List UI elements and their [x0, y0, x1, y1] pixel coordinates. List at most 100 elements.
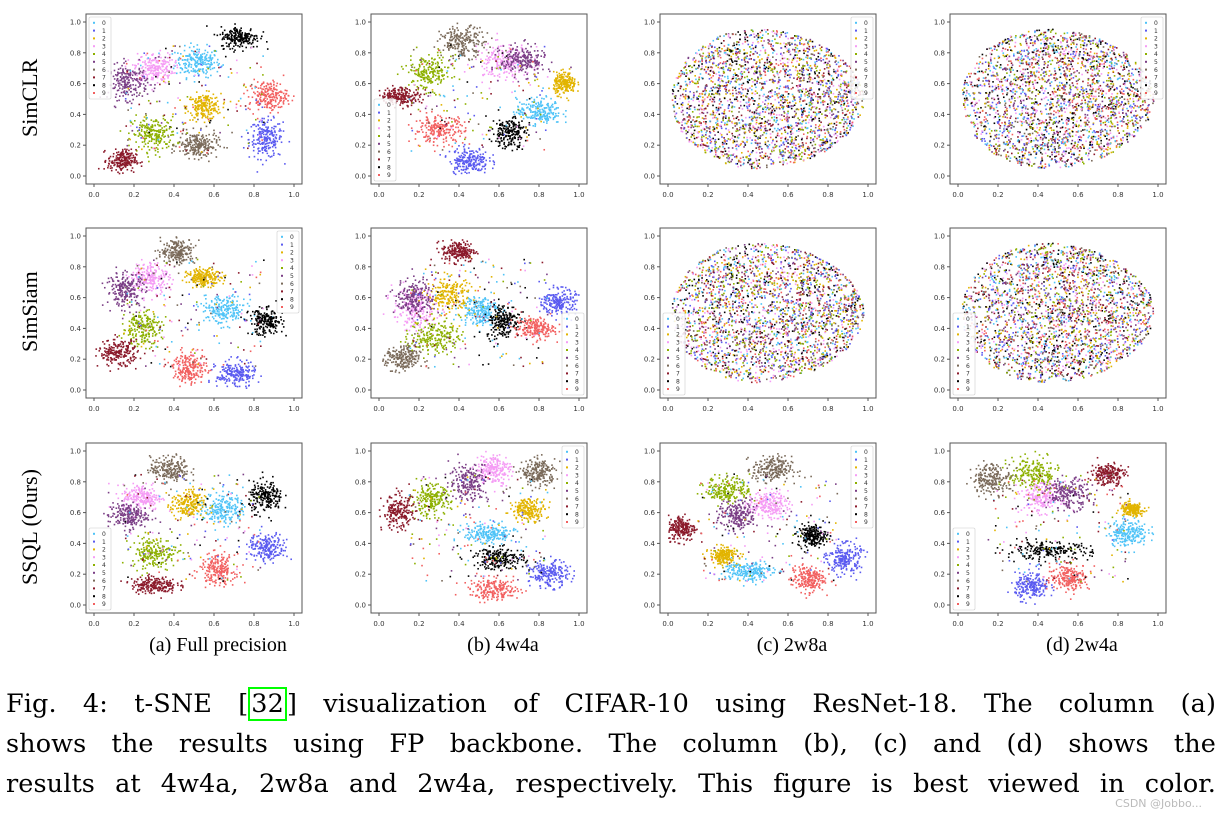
tsne-plot-0-3: 0.0 0.2 0.4 0.6 0.8 1.0 0.0 0.2 0.4 0.6 0.8 1.0 0 1 2 3…	[924, 8, 1174, 204]
svg-text:0: 0	[102, 20, 106, 27]
column-caption-0: (a) Full precision	[98, 634, 338, 657]
svg-text:0.6: 0.6	[644, 80, 656, 88]
svg-text:0.8: 0.8	[355, 49, 366, 57]
tsne-plot-1-3: 0.0 0.2 0.4 0.6 0.8 1.0 0.0 0.2 0.4 0.6 0.8 1.0 0 1 2 3…	[924, 222, 1174, 418]
svg-text:4: 4	[387, 133, 391, 140]
svg-text:0.2: 0.2	[70, 142, 81, 150]
svg-text:0.4: 0.4	[70, 111, 82, 119]
svg-text:0.2: 0.2	[355, 142, 366, 150]
tsne-plot-2-1: 0.0 0.2 0.4 0.6 0.8 1.0 0.0 0.2 0.4 0.6 0.8 1.0 0 1 2 3…	[345, 437, 595, 633]
scatter-points	[378, 22, 580, 176]
scatter-points	[95, 236, 287, 389]
scatter-points	[961, 242, 1155, 383]
legend-box	[850, 445, 874, 529]
legend-box	[952, 527, 976, 611]
scatter-points	[671, 242, 865, 384]
svg-text:1.0: 1.0	[70, 19, 81, 27]
tsne-plot-1-2: 0.0 0.2 0.4 0.6 0.8 1.0 0.0 0.2 0.4 0.6 0.8 1.0 0 1 2 3…	[634, 222, 884, 418]
citation-link[interactable]: 32	[248, 687, 287, 721]
svg-text:1.0: 1.0	[862, 191, 873, 199]
scatter-points	[378, 450, 576, 604]
column-caption-1: (b) 4w4a	[383, 634, 623, 657]
svg-text:0.4: 0.4	[168, 191, 180, 199]
svg-text:0.8: 0.8	[822, 191, 833, 199]
svg-text:7: 7	[102, 75, 106, 82]
scatter-points	[97, 23, 295, 175]
svg-text:0.2: 0.2	[644, 142, 655, 150]
tsne-plot-2-2: 0.0 0.2 0.4 0.6 0.8 1.0 0.0 0.2 0.4 0.6 0.8 1.0 0 1 2 3…	[634, 437, 884, 633]
svg-text:0.8: 0.8	[248, 191, 259, 199]
svg-text:6: 6	[387, 149, 391, 156]
legend-box	[373, 98, 397, 182]
svg-text:2: 2	[387, 118, 391, 125]
svg-text:0: 0	[387, 102, 391, 109]
svg-text:9: 9	[102, 90, 106, 97]
scatter-points	[961, 28, 1155, 169]
watermark: CSDN @Jobbo...	[1115, 797, 1202, 810]
tsne-plot-1-0: 0.0 0.2 0.4 0.6 0.8 1.0 0.0 0.2 0.4 0.6 0.8 1.0 0 1 2 3…	[60, 222, 310, 418]
legend-box	[952, 312, 976, 396]
svg-text:0.0: 0.0	[70, 173, 81, 181]
svg-text:4: 4	[102, 51, 106, 58]
legend-box	[276, 230, 300, 314]
svg-text:7: 7	[387, 157, 391, 164]
legend-box	[561, 312, 585, 396]
axes-frame	[659, 442, 877, 614]
svg-text:1.0: 1.0	[573, 191, 584, 199]
svg-text:5: 5	[102, 59, 106, 66]
axes-frame	[85, 442, 303, 614]
scatter-points	[382, 239, 580, 374]
svg-text:3: 3	[387, 125, 391, 132]
tsne-plot-0-1: 0.0 0.2 0.4 0.6 0.8 1.0 0.0 0.2 0.4 0.6 0.8 1.0 0 1 2 3…	[345, 8, 595, 204]
svg-text:1.0: 1.0	[644, 19, 655, 27]
svg-text:0.2: 0.2	[128, 191, 139, 199]
svg-text:0.8: 0.8	[533, 191, 544, 199]
svg-text:3: 3	[102, 43, 106, 50]
svg-text:0.6: 0.6	[782, 191, 794, 199]
column-caption-2: (c) 2w8a	[672, 634, 912, 657]
svg-text:0.0: 0.0	[644, 173, 655, 181]
svg-text:8: 8	[387, 164, 391, 171]
svg-text:2: 2	[102, 36, 106, 43]
caption-line-2: shows the results using FP backbone. The…	[6, 724, 1216, 764]
axes-frame	[85, 227, 303, 399]
svg-text:0.0: 0.0	[662, 191, 673, 199]
svg-text:0.4: 0.4	[644, 111, 656, 119]
svg-text:0.8: 0.8	[70, 49, 81, 57]
svg-text:0.0: 0.0	[355, 173, 366, 181]
scatter-points	[103, 453, 292, 599]
legend-box	[561, 445, 585, 529]
axes-frame	[949, 442, 1167, 614]
tsne-plot-2-0: 0.0 0.2 0.4 0.6 0.8 1.0 0.0 0.2 0.4 0.6 0.8 1.0 0 1 2 3…	[60, 437, 310, 633]
svg-text:1.0: 1.0	[288, 191, 299, 199]
row-label-1: SimSiam	[0, 222, 60, 402]
svg-text:0.2: 0.2	[413, 191, 424, 199]
svg-text:0.6: 0.6	[355, 80, 367, 88]
svg-text:8: 8	[102, 82, 106, 89]
svg-text:1: 1	[102, 28, 106, 35]
tsne-plot-0-2: 0.0 0.2 0.4 0.6 0.8 1.0 0.0 0.2 0.4 0.6 0.8 1.0 0 1 2 3…	[634, 8, 884, 204]
svg-text:0.6: 0.6	[70, 80, 82, 88]
svg-text:6: 6	[102, 67, 106, 74]
legend-box	[1140, 16, 1164, 100]
tsne-plot-0-0: 0.0 0.2 0.4 0.6 0.8 1.0 0.0 0.2 0.4 0.6 0.8 1.0 0 1 2 3…	[60, 8, 310, 204]
svg-text:9: 9	[387, 172, 391, 179]
svg-text:0.8: 0.8	[644, 49, 655, 57]
svg-text:0.4: 0.4	[355, 111, 367, 119]
column-caption-3: (d) 2w4a	[962, 634, 1202, 657]
figure-caption: Fig. 4: t-SNE [32] visualization of CIFA…	[6, 684, 1216, 804]
svg-text:0.4: 0.4	[742, 191, 754, 199]
svg-text:1.0: 1.0	[355, 19, 366, 27]
legend-box	[88, 527, 112, 611]
caption-line-1: Fig. 4: t-SNE [32] visualization of CIFA…	[6, 684, 1216, 724]
row-label-0: SimCLR	[0, 8, 60, 188]
svg-text:0.4: 0.4	[453, 191, 465, 199]
svg-text:0.6: 0.6	[493, 191, 505, 199]
tsne-plot-2-3: 0.0 0.2 0.4 0.6 0.8 1.0 0.0 0.2 0.4 0.6 0.8 1.0 0 1 2 3…	[924, 437, 1174, 633]
svg-text:0.2: 0.2	[702, 191, 713, 199]
row-label-2: SSQL (Ours)	[0, 437, 60, 617]
legend-box	[88, 16, 112, 100]
tsne-plot-1-1: 0.0 0.2 0.4 0.6 0.8 1.0 0.0 0.2 0.4 0.6 0.8 1.0 0 1 2 3…	[345, 222, 595, 418]
scatter-points	[966, 450, 1155, 605]
svg-text:0.6: 0.6	[208, 191, 220, 199]
